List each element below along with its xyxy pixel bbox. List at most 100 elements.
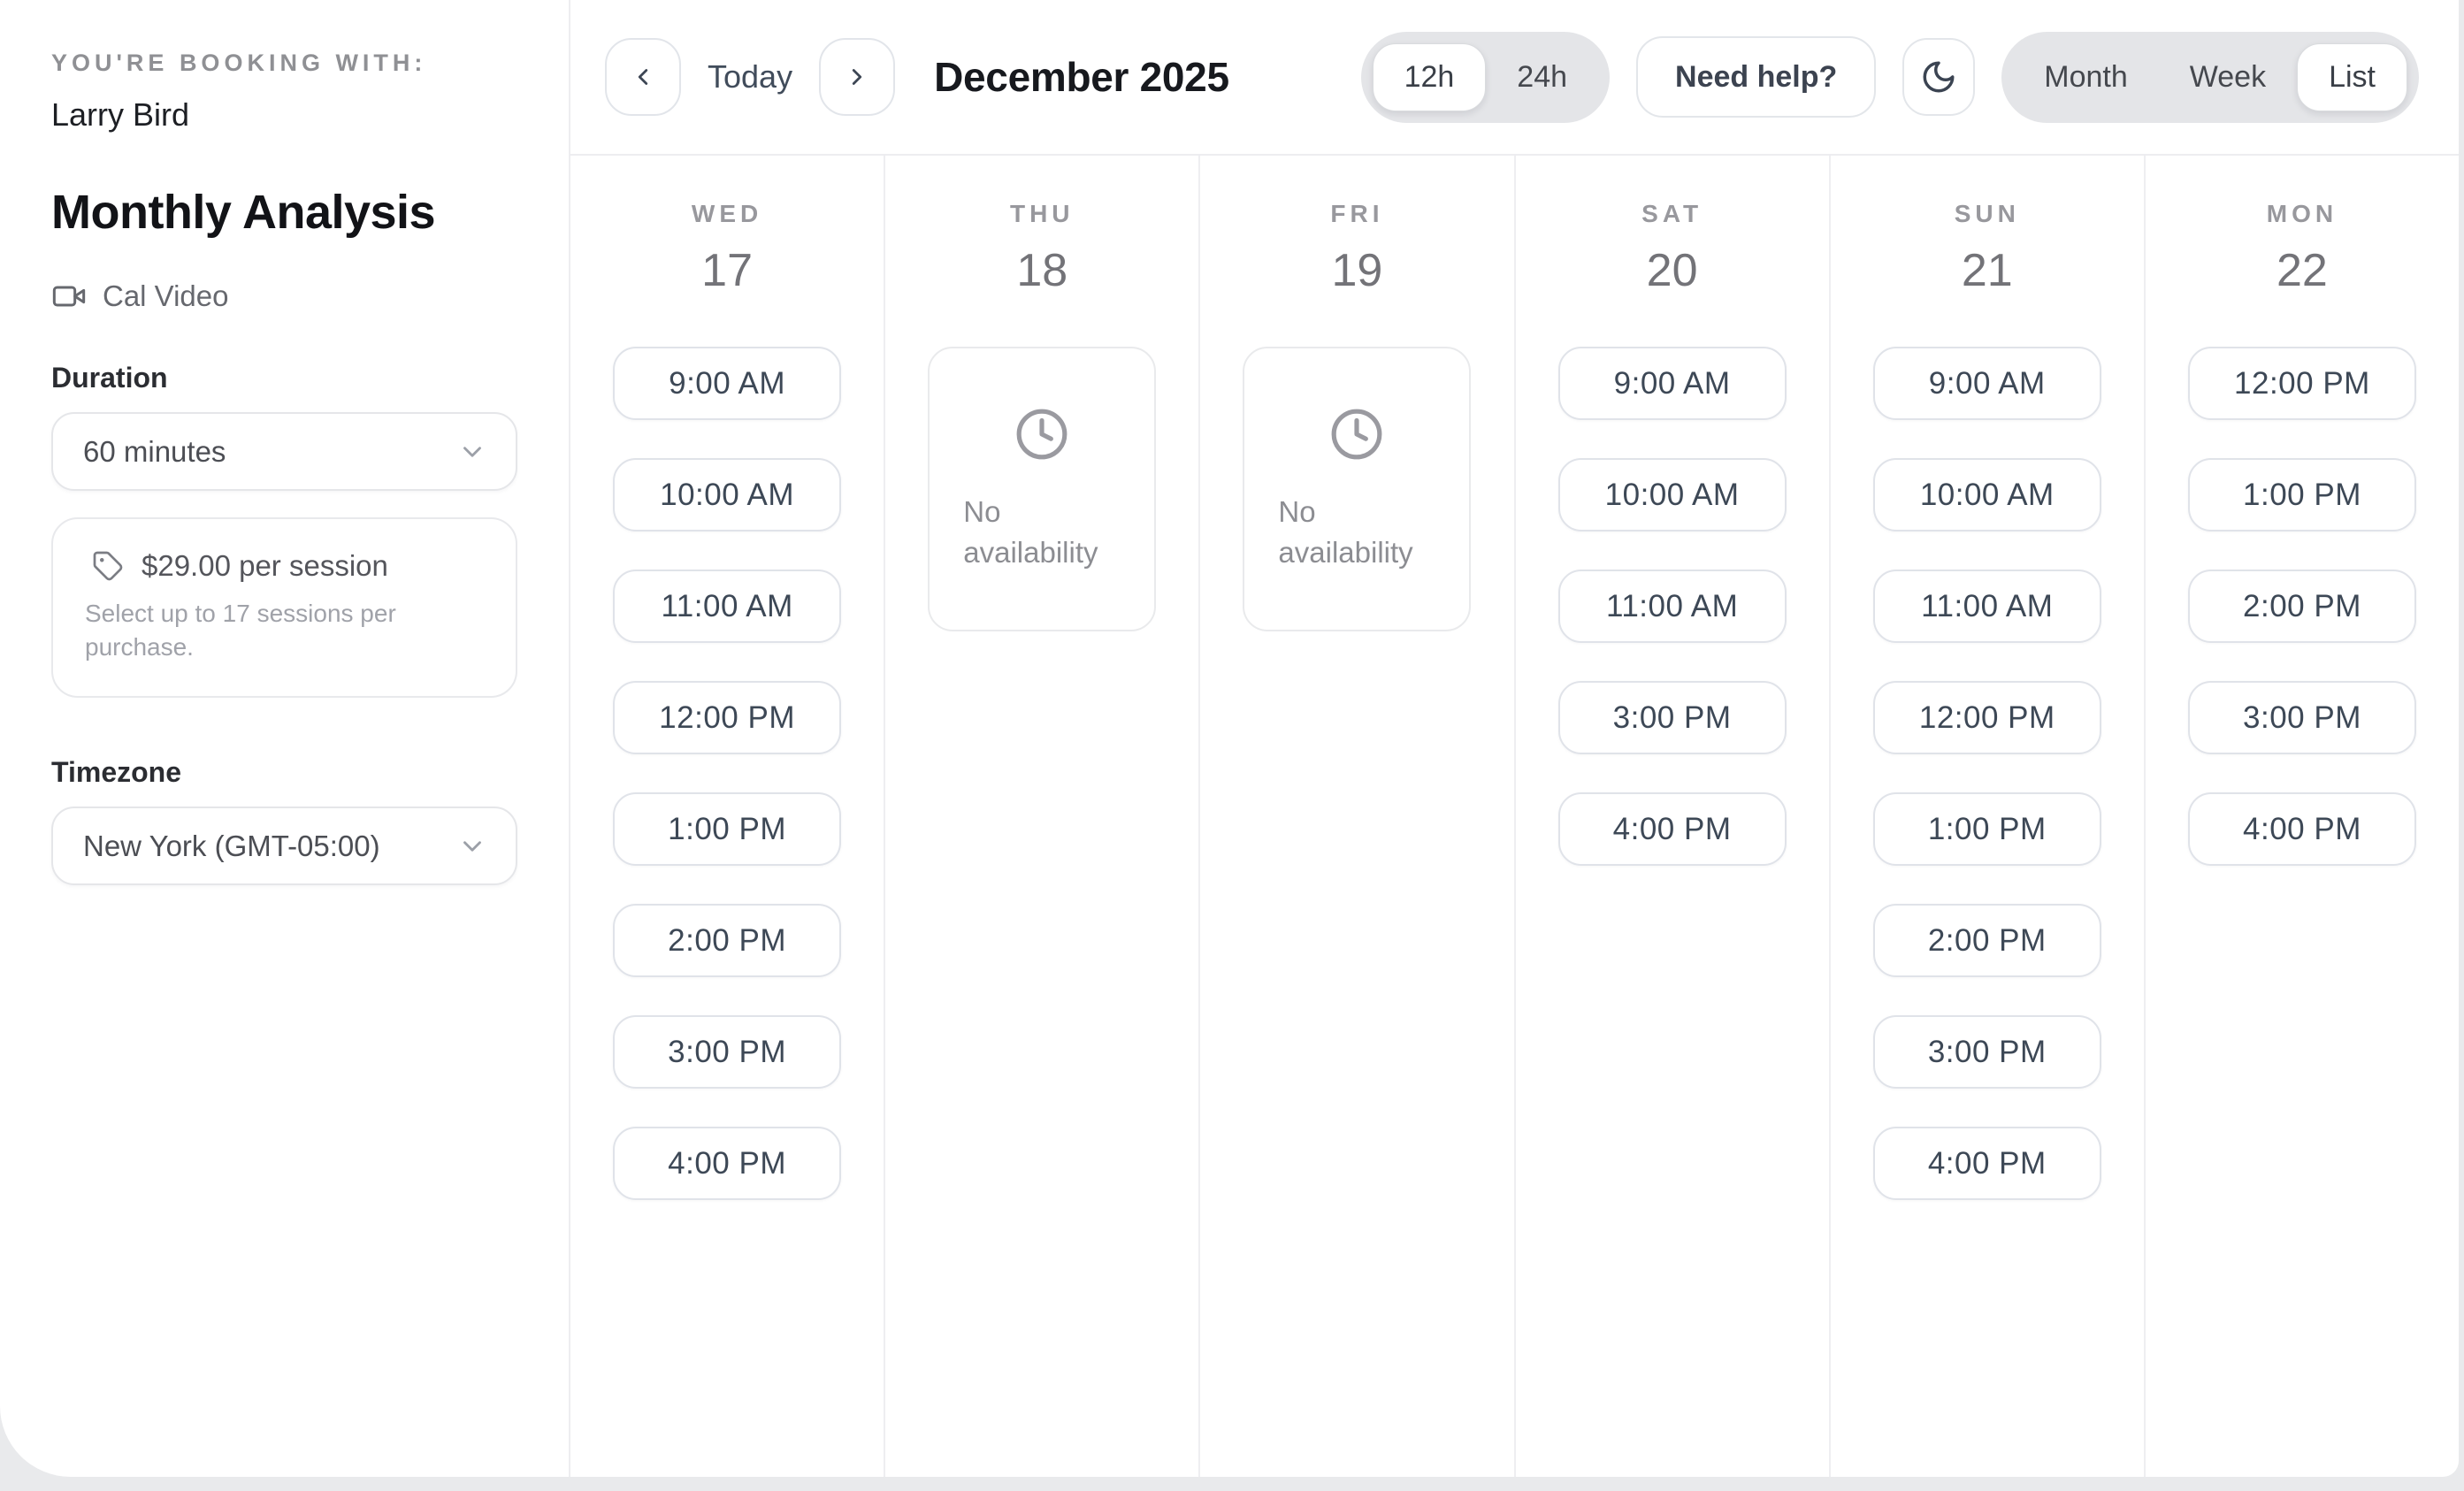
host-name: Larry Bird [51,96,190,133]
time-format-12h[interactable]: 12h [1372,42,1487,111]
time-slot-button[interactable]: 2:00 PM [2187,570,2416,643]
chevron-right-icon [844,64,870,90]
time-slot-button[interactable]: 3:00 PM [1872,1015,2101,1089]
no-availability-label: No availability [1278,495,1413,569]
time-slot-button[interactable]: 10:00 AM [1557,458,1787,531]
day-column-thu: THU 18 No availability [884,156,1198,1477]
clock-icon [1329,407,1384,462]
day-column-sun: SUN 21 9:00 AM 10:00 AM 11:00 AM 12:00 PM 1:00… [1828,156,2144,1477]
location-row: Cal Video [51,279,516,314]
month-title: December 2025 [934,54,1229,100]
main-area: Today December 2025 12h 24h Need help? [570,0,2459,1477]
day-header: SUN 21 [1831,156,2144,297]
clock-icon [1014,407,1069,462]
time-format-toggle: 12h 24h [1360,31,1611,123]
time-slot-button[interactable]: 9:00 AM [1872,347,2101,420]
day-columns: WED 17 9:00 AM 10:00 AM 11:00 AM 12:00 PM 1:00… [570,156,2459,1477]
time-slot-button[interactable]: 2:00 PM [613,904,842,977]
view-switcher: Month Week List [2001,31,2419,123]
time-slot-button[interactable]: 9:00 AM [1557,347,1787,420]
price-per-session: $29.00 per session [142,549,388,582]
weekday-label: FRI [1330,200,1384,227]
time-slot-button[interactable]: 11:00 AM [1872,570,2101,643]
weekday-label: THU [1009,200,1075,227]
time-slot-button[interactable]: 3:00 PM [1557,681,1787,754]
day-column-sat: SAT 20 9:00 AM 10:00 AM 11:00 AM 3:00 PM 4:00 … [1513,156,1829,1477]
time-slot-button[interactable]: 1:00 PM [1872,792,2101,866]
duration-select[interactable]: 60 minutes [51,412,517,491]
weekday-label: WED [691,200,763,227]
slot-list: No availability [1200,347,1513,631]
time-slot-button[interactable]: 2:00 PM [1872,904,2101,977]
no-availability-card: No availability [928,347,1157,631]
date-label: 20 [1646,245,1698,296]
time-slot-button[interactable]: 3:00 PM [2187,681,2416,754]
no-availability-card: No availability [1243,347,1472,631]
slot-list: 9:00 AM 10:00 AM 11:00 AM 12:00 PM 1:00 PM 2:… [1831,347,2144,1200]
chevron-left-icon [630,64,656,90]
time-slot-button[interactable]: 11:00 AM [613,570,842,643]
weekday-label: MON [2266,200,2338,227]
weekday-label: SAT [1641,200,1703,227]
day-header: THU 18 [885,156,1198,297]
video-camera-icon [51,279,87,314]
duration-label: Duration [51,362,168,394]
time-slot-button[interactable]: 12:00 PM [613,681,842,754]
day-column-wed: WED 17 9:00 AM 10:00 AM 11:00 AM 12:00 PM 1:00… [570,156,884,1477]
time-slot-button[interactable]: 9:00 AM [613,347,842,420]
toolbar: Today December 2025 12h 24h Need help? [570,0,2459,156]
booking-with-label: YOU'RE BOOKING WITH: [51,50,427,76]
view-option-month[interactable]: Month [2044,59,2128,94]
time-slot-button[interactable]: 4:00 PM [613,1127,842,1200]
time-format-24h[interactable]: 24h [1517,59,1568,94]
time-slot-button[interactable]: 12:00 PM [2187,347,2416,420]
tag-icon [92,550,124,582]
time-slot-button[interactable]: 4:00 PM [1557,792,1787,866]
time-slot-button[interactable]: 10:00 AM [1872,458,2101,531]
price-row: $29.00 per session [85,549,484,583]
time-slot-button[interactable]: 10:00 AM [613,458,842,531]
day-header: MON 22 [2146,156,2459,297]
event-title: Monthly Analysis [51,186,436,239]
time-slot-button[interactable]: 4:00 PM [2187,792,2416,866]
next-button[interactable] [819,38,896,116]
timezone-value: New York (GMT-05:00) [83,829,380,862]
date-label: 17 [701,245,753,296]
need-help-button[interactable]: Need help? [1636,36,1877,118]
time-slot-button[interactable]: 1:00 PM [613,792,842,866]
slot-list: No availability [885,347,1198,631]
chevron-down-icon [457,437,487,467]
chevron-down-icon [457,831,487,861]
slot-list: 9:00 AM 10:00 AM 11:00 AM 3:00 PM 4:00 PM [1516,347,1829,866]
day-header: SAT 20 [1516,156,1829,297]
theme-toggle-button[interactable] [1902,38,1976,116]
time-slot-button[interactable]: 1:00 PM [2187,458,2416,531]
day-column-mon: MON 22 12:00 PM 1:00 PM 2:00 PM 3:00 PM 4:00 P… [2143,156,2459,1477]
timezone-label: Timezone [51,756,181,788]
moon-icon [1920,58,1957,96]
view-option-list[interactable]: List [2297,42,2407,111]
day-header: FRI 19 [1200,156,1513,297]
date-label: 18 [1016,245,1068,296]
date-label: 19 [1331,245,1383,296]
time-slot-button[interactable]: 12:00 PM [1872,681,2101,754]
previous-button[interactable] [605,38,681,116]
toolbar-right-group: 12h 24h Need help? Month Week List [1360,31,2419,123]
sidebar: YOU'RE BOOKING WITH: Larry Bird Monthly … [0,0,570,1477]
price-card: $29.00 per session Select up to 17 sessi… [51,517,517,698]
date-label: 21 [1961,245,2013,296]
day-column-fri: FRI 19 No availability [1198,156,1513,1477]
view-option-week[interactable]: Week [2189,59,2267,94]
time-slot-button[interactable]: 11:00 AM [1557,570,1787,643]
no-availability-label: No availability [963,495,1098,569]
slot-list: 9:00 AM 10:00 AM 11:00 AM 12:00 PM 1:00 PM 2:… [570,347,884,1200]
slot-list: 12:00 PM 1:00 PM 2:00 PM 3:00 PM 4:00 PM [2146,347,2459,866]
time-slot-button[interactable]: 4:00 PM [1872,1127,2101,1200]
today-button[interactable]: Today [708,58,793,95]
day-header: WED 17 [570,156,884,297]
date-label: 22 [2277,245,2328,296]
timezone-select[interactable]: New York (GMT-05:00) [51,807,517,885]
price-note: Select up to 17 sessions per purchase. [85,600,396,661]
time-slot-button[interactable]: 3:00 PM [613,1015,842,1089]
